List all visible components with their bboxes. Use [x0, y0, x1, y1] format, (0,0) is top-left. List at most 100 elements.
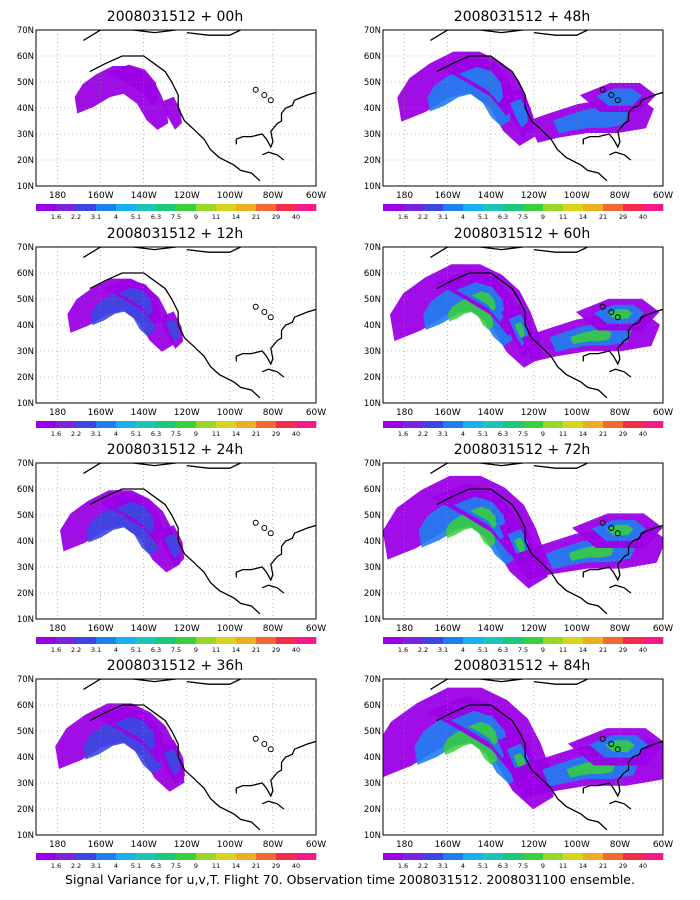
variance-field [55, 703, 185, 792]
colorbar-label: 29 [619, 430, 627, 438]
variance-contour [456, 282, 505, 322]
colorbar-swatch [276, 204, 297, 211]
map-panel-36h: 2008031512 + 36h 70N 60N 50N 40N 30N 20N 10N 18… [5, 657, 345, 872]
x-tick-label: 120W [521, 840, 547, 850]
colorbar-label: 29 [272, 430, 280, 438]
colorbar-label: 14 [579, 646, 587, 654]
y-tick-label: 60N [364, 269, 381, 279]
variance-contour [108, 64, 159, 106]
coastline [533, 463, 588, 469]
lake [599, 86, 606, 93]
x-tick-label: 180 [49, 624, 66, 634]
colorbar-label: 7.5 [171, 862, 181, 870]
y-tick-label: 30N [17, 347, 34, 357]
y-tick-label: 20N [17, 373, 34, 383]
colorbar-swatch [463, 204, 484, 211]
colorbar-swatch [643, 204, 664, 211]
variance-contour [514, 537, 525, 555]
y-tick-label: 20N [364, 805, 381, 815]
colorbar-label: 3.1 [438, 646, 448, 654]
coastline [89, 704, 261, 831]
colorbar-swatch [176, 204, 197, 211]
variance-contour [431, 483, 520, 556]
colorbar-label: 7.5 [518, 430, 528, 438]
x-tick-label: 120W [174, 408, 200, 418]
colorbar-swatch [216, 421, 237, 428]
colorbar-label: 29 [619, 213, 627, 221]
colorbar-swatch [116, 637, 137, 644]
colorbar-label: 5.1 [478, 862, 488, 870]
x-tick-label: 60W [653, 408, 673, 418]
colorbar-label: 4 [114, 646, 118, 654]
y-tick-label: 40N [364, 321, 381, 331]
colorbar-label: 9 [541, 646, 545, 654]
colorbar-label: 11 [212, 430, 220, 438]
colorbar-swatch [643, 421, 664, 428]
colorbar-swatch [503, 421, 524, 428]
y-tick-label: 40N [17, 537, 34, 547]
colorbar-label: 5.1 [478, 213, 488, 221]
colorbar-swatch [76, 637, 97, 644]
colorbar-swatch [483, 637, 504, 644]
y-tick-label: 10N [17, 182, 34, 192]
colorbar-swatch [216, 637, 237, 644]
y-tick-label: 70N [364, 26, 381, 36]
colorbar-label: 6.3 [498, 646, 508, 654]
lake [614, 746, 621, 753]
map-panel-12h: 2008031512 + 12h 70N 60N 50N 40N 30N 20N 10N 18… [5, 225, 345, 440]
colorbar-swatch [583, 421, 604, 428]
map-frame [35, 29, 317, 187]
colorbar-swatch [443, 421, 464, 428]
colorbar-label: 40 [292, 862, 300, 870]
x-tick-label: 180 [49, 191, 66, 201]
x-tick-label: 180 [396, 624, 413, 634]
x-tick-label: 160W [435, 624, 461, 634]
y-tick-label: 70N [17, 675, 34, 685]
lake [608, 525, 615, 531]
colorbar-label: 3.1 [438, 862, 448, 870]
colorbar-label: 6.3 [151, 213, 161, 221]
colorbar-swatch [256, 204, 277, 211]
panel-title: 2008031512 + 00h [106, 9, 244, 25]
lake [261, 741, 268, 747]
colorbar-label: 5.1 [478, 430, 488, 438]
variance-contour [606, 524, 634, 536]
coastline [608, 584, 632, 594]
colorbar-label: 9 [194, 862, 198, 870]
colorbar-label: 9 [194, 213, 198, 221]
colorbar-swatch [463, 421, 484, 428]
map-frame [382, 246, 664, 404]
variance-contour [164, 533, 180, 559]
x-tick-label: 160W [435, 840, 461, 850]
colorbar-label: 5.1 [131, 646, 141, 654]
coastline-group [430, 247, 663, 399]
coastline [430, 463, 524, 474]
x-tick-label: 100W [217, 624, 243, 634]
colorbar-label: 2.2 [71, 213, 81, 221]
colorbar-swatch [196, 204, 217, 211]
lake [599, 735, 606, 742]
x-tick-label: 60W [653, 840, 673, 850]
colorbar-swatch [216, 853, 237, 860]
coastline-group [430, 679, 663, 831]
y-tick-label: 20N [17, 589, 34, 599]
variance-contour [103, 278, 162, 326]
colorbar-swatch [36, 421, 57, 428]
panel-title: 2008031512 + 24h [106, 442, 244, 458]
coastline [533, 679, 588, 685]
map-frame [382, 678, 664, 836]
map-frame [35, 246, 317, 404]
colorbar-swatch [256, 637, 277, 644]
coastline [430, 30, 524, 41]
lake [599, 303, 606, 310]
colorbar-swatch [236, 853, 257, 860]
lake [267, 746, 274, 753]
coastline [235, 524, 316, 582]
map-plot: 70N 60N 50N 40N 30N 20N 10N 180 160W 140W 120W 100W… [364, 459, 673, 654]
y-tick-label: 10N [17, 831, 34, 841]
colorbar-swatch [623, 853, 644, 860]
colorbar-label: 21 [599, 862, 607, 870]
colorbar-swatch [483, 421, 504, 428]
colorbar-label: 7.5 [518, 213, 528, 221]
colorbar-swatch [296, 204, 317, 211]
